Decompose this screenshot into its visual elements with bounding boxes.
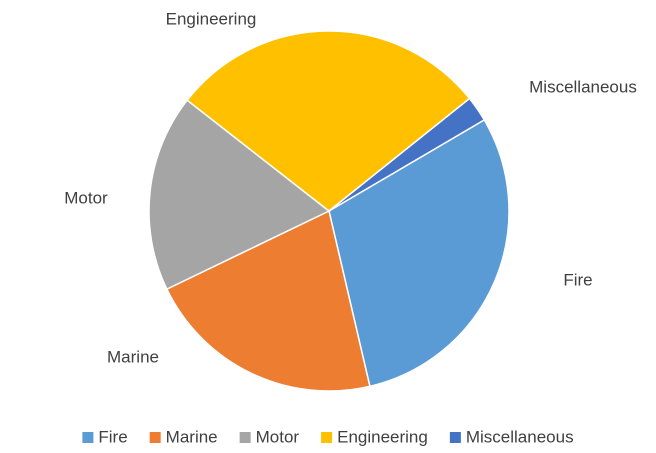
slice-label: Motor <box>64 188 108 207</box>
slice-label: Miscellaneous <box>529 77 637 96</box>
legend-label: Motor <box>256 427 300 446</box>
pie-slice <box>165 209 371 392</box>
legend-swatch <box>449 432 461 443</box>
slice-label: Marine <box>107 347 159 366</box>
legend-swatch <box>239 432 251 443</box>
legend-label: Engineering <box>337 427 428 446</box>
pie-slice <box>328 97 486 212</box>
legend-swatch <box>149 432 161 443</box>
legend-swatch <box>321 432 333 443</box>
slice-label: Fire <box>563 270 592 289</box>
legend-swatch <box>82 432 94 443</box>
legend-label: Miscellaneous <box>466 427 574 446</box>
slice-label: Engineering <box>166 9 257 28</box>
pie-slice <box>186 30 471 212</box>
pie-slice <box>328 118 510 388</box>
legend-label: Fire <box>98 427 127 446</box>
pie-slice <box>148 99 331 291</box>
legend-label: Marine <box>166 427 218 446</box>
